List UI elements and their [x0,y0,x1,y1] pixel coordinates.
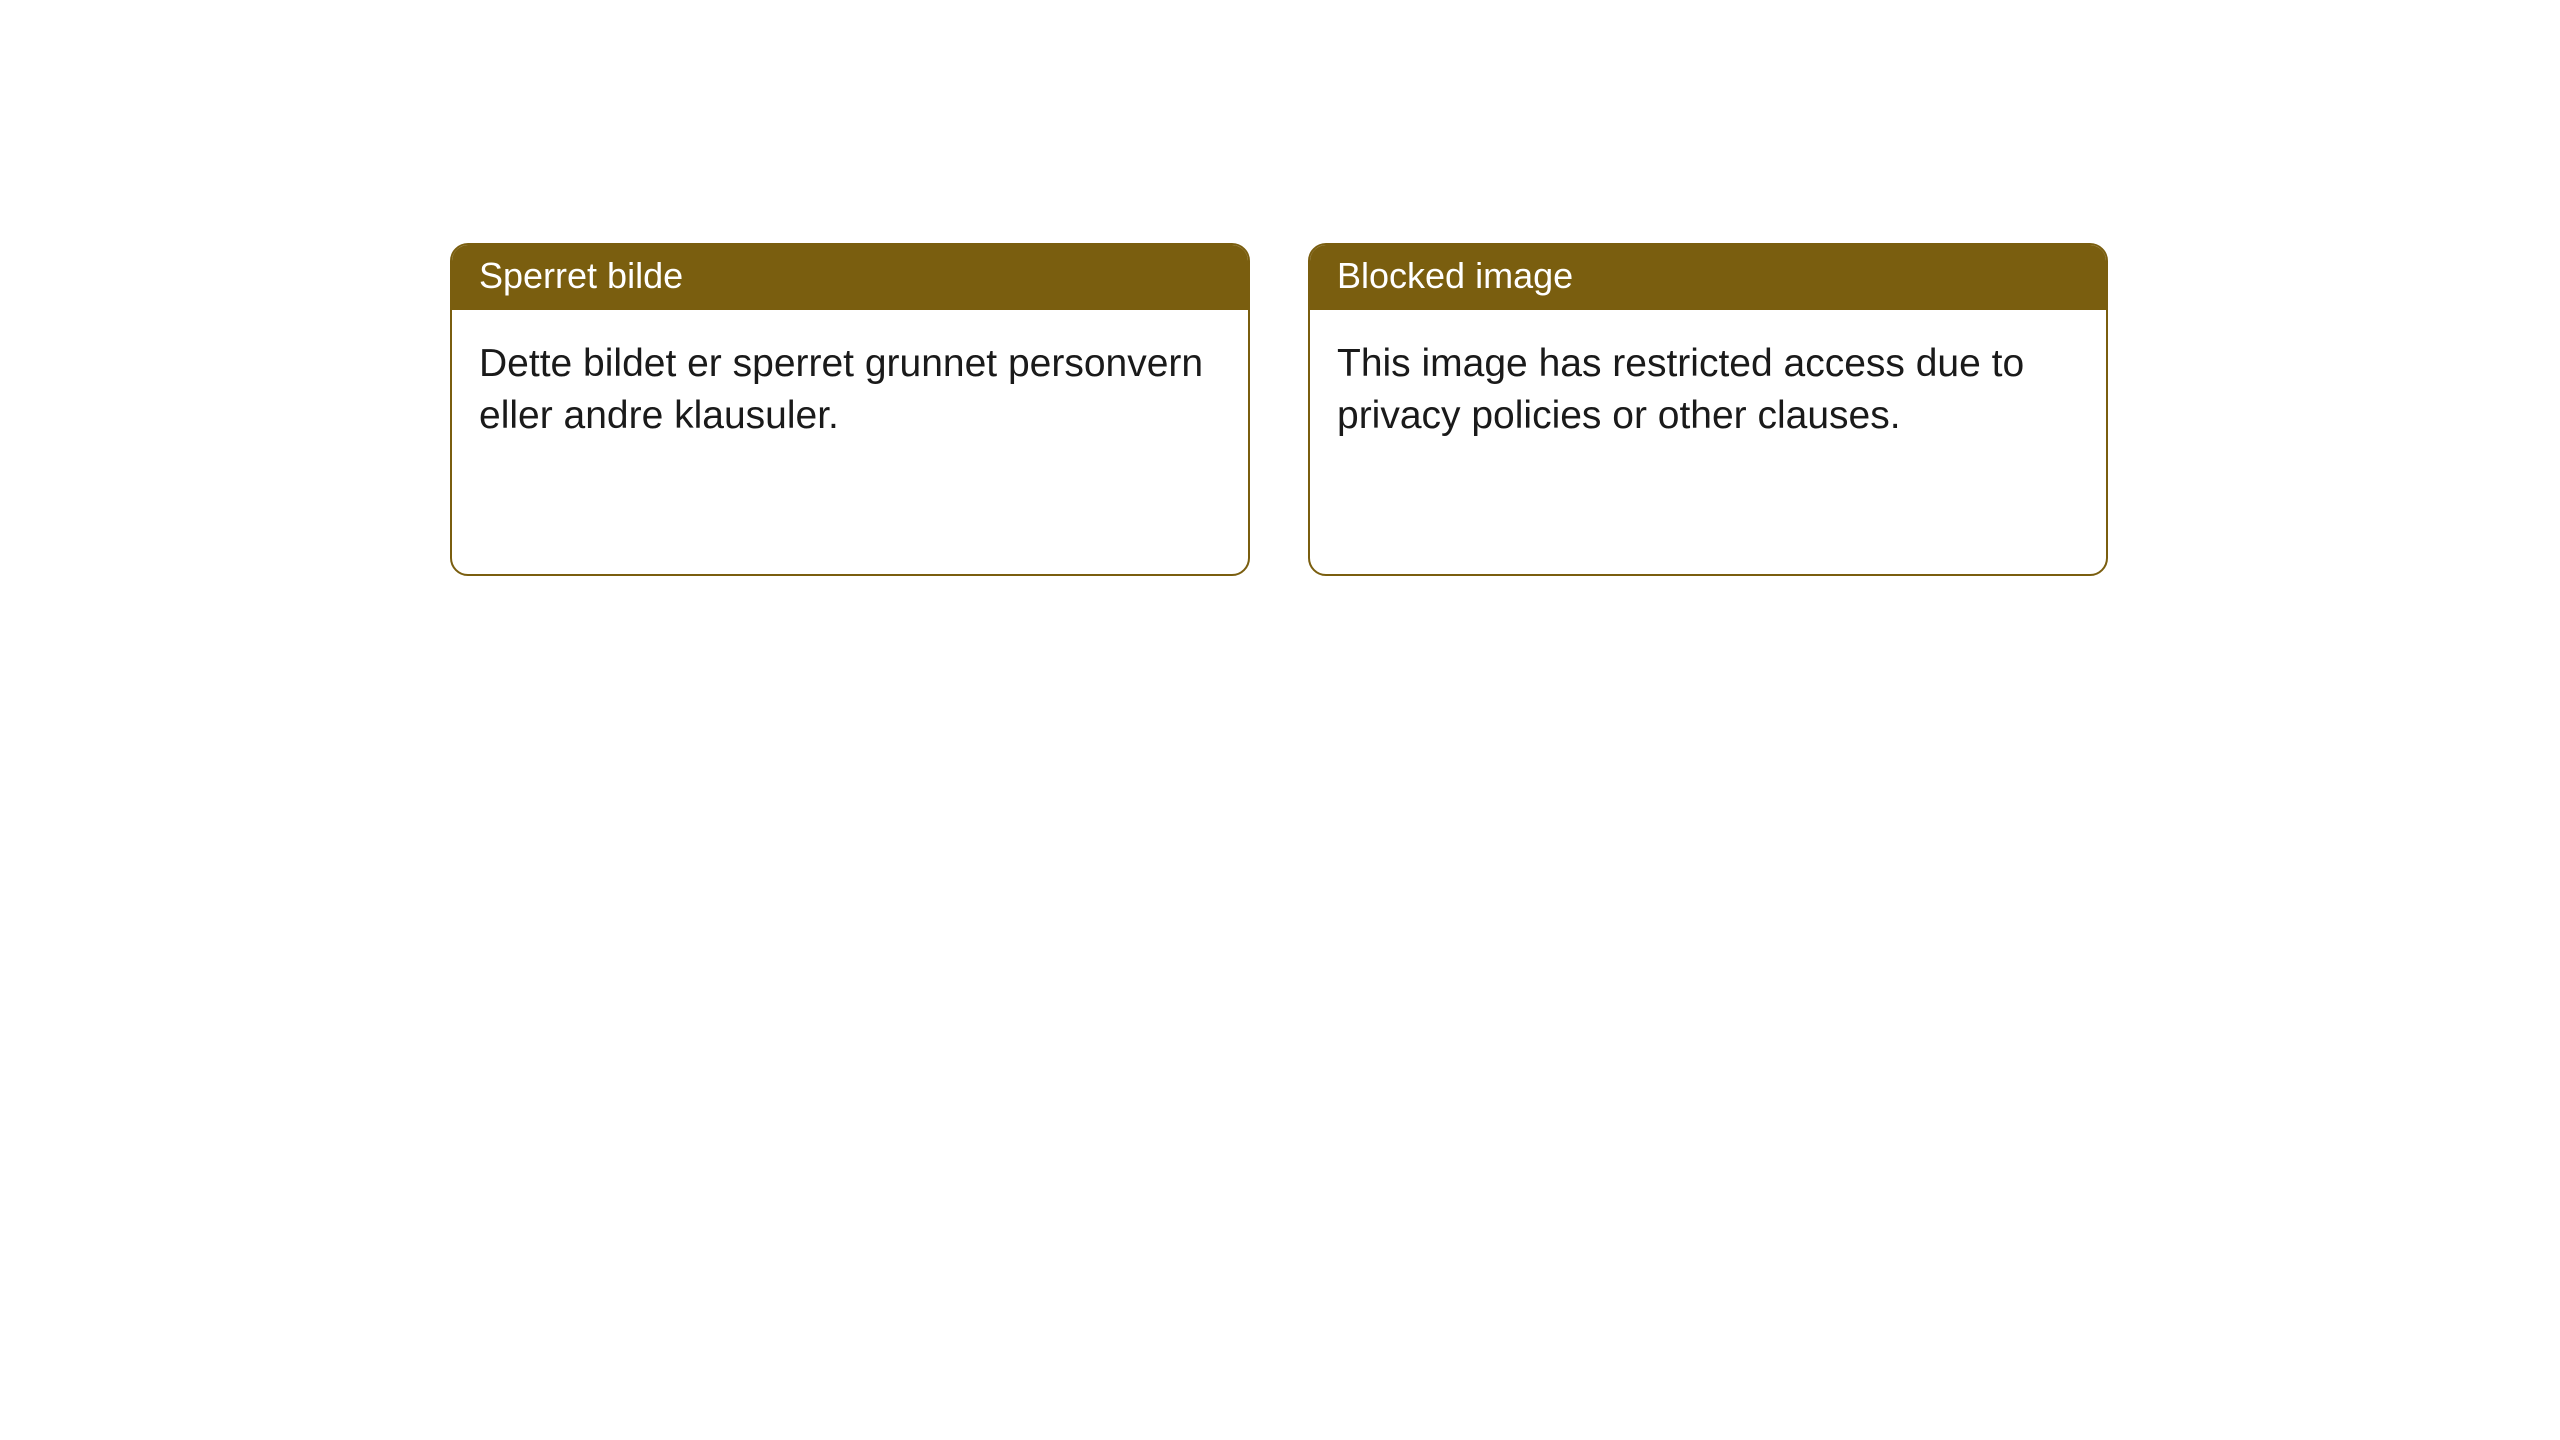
blocked-image-card-norwegian: Sperret bilde Dette bildet er sperret gr… [450,243,1250,576]
blocked-image-cards: Sperret bilde Dette bildet er sperret gr… [450,243,2108,576]
card-body-text: Dette bildet er sperret grunnet personve… [452,310,1248,470]
card-title: Blocked image [1310,245,2106,310]
blocked-image-card-english: Blocked image This image has restricted … [1308,243,2108,576]
card-title: Sperret bilde [452,245,1248,310]
card-body-text: This image has restricted access due to … [1310,310,2106,470]
